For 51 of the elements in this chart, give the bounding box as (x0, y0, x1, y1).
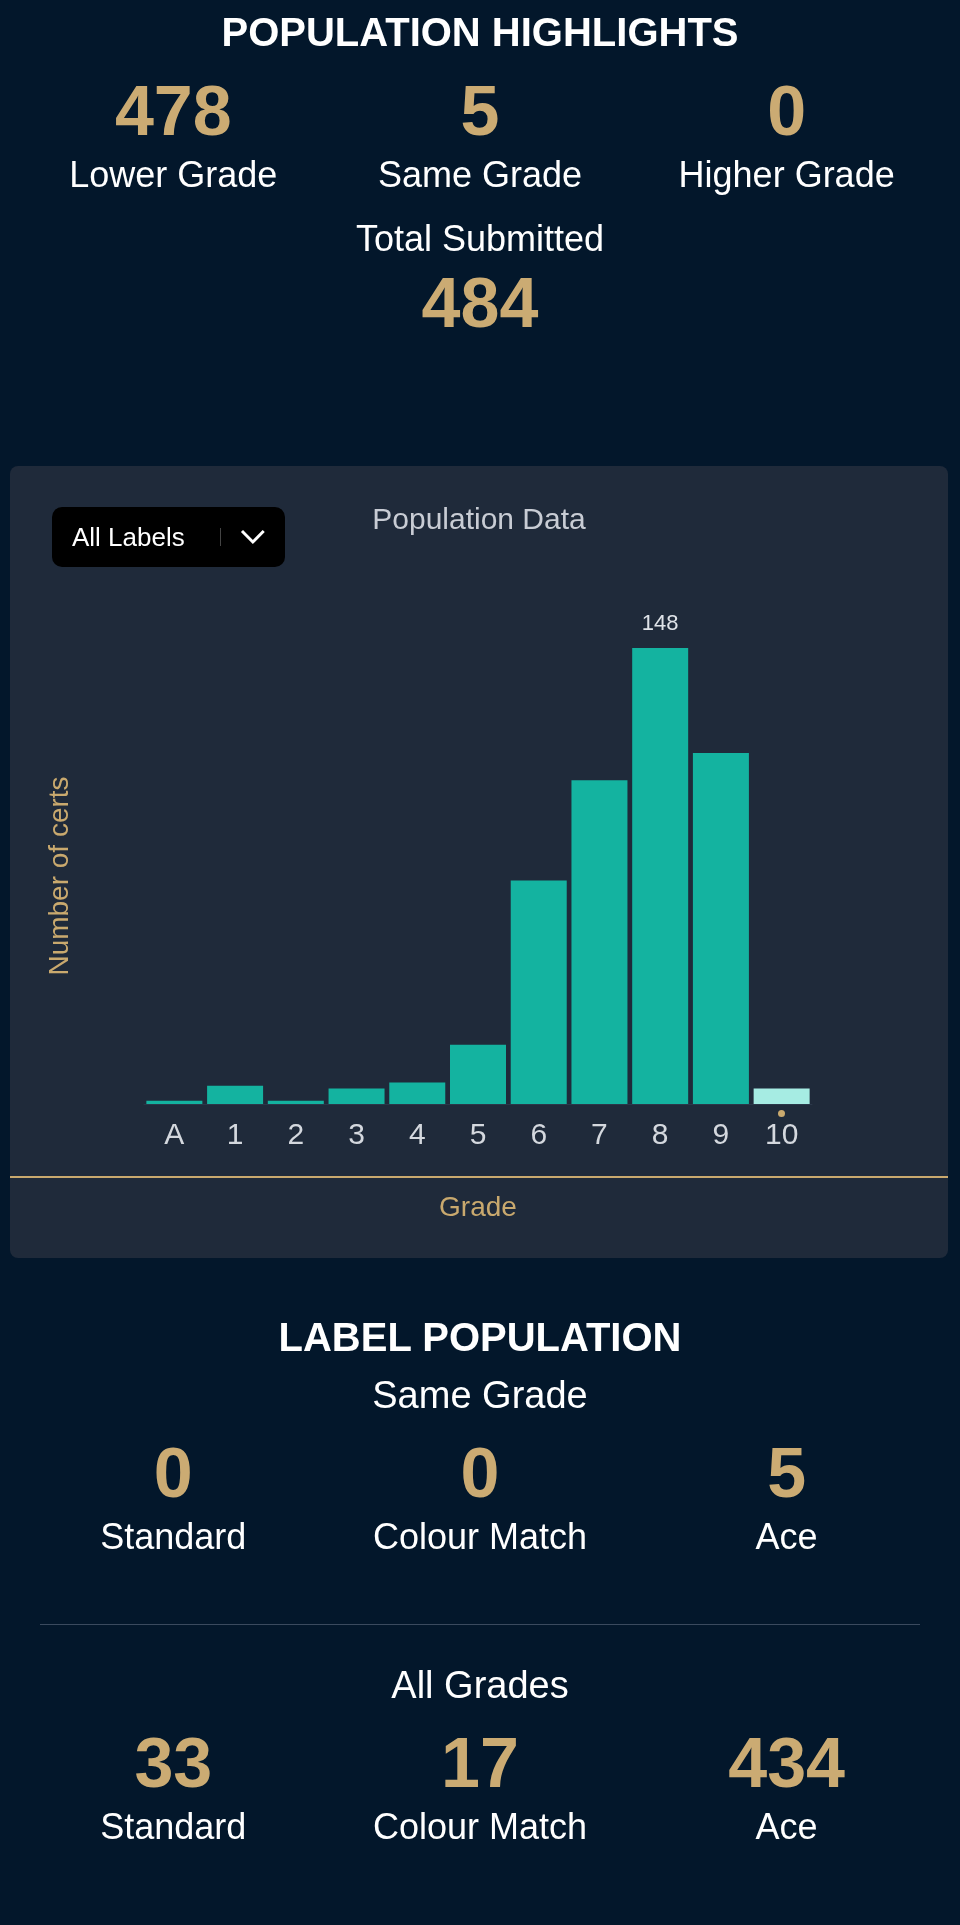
data-label: 33 (133, 1723, 214, 1804)
bar (450, 1044, 506, 1104)
text: LABEL POPULATION (277, 1315, 683, 1360)
x-tick-label: 7 (591, 1116, 608, 1150)
bar (510, 880, 567, 1104)
x-tick-label: 4 (408, 1116, 426, 1150)
bar (389, 1082, 446, 1104)
category-label: Ace (754, 1805, 819, 1849)
text: Same Grade (371, 1374, 589, 1417)
x-tick-label: 10 (764, 1116, 799, 1150)
bar (692, 752, 749, 1104)
data-label: 478 (113, 71, 233, 152)
category-label: Total Submitted (354, 217, 606, 261)
x-tick-label: 2 (287, 1116, 305, 1150)
category-label: Higher Grade (677, 153, 896, 197)
text: All Labels (71, 521, 186, 553)
data-label: 0 (152, 1433, 194, 1514)
bar (632, 648, 689, 1104)
text: All Grades (390, 1664, 570, 1707)
text: POPULATION HIGHLIGHTS (220, 10, 740, 55)
x-tick-label: 6 (530, 1116, 548, 1150)
category-label: Same Grade (376, 153, 584, 197)
bar (146, 1100, 203, 1104)
category-label: Colour Match (371, 1805, 589, 1849)
bar (753, 1088, 810, 1104)
bar (571, 780, 628, 1104)
data-label: 5 (459, 71, 501, 152)
bar (328, 1088, 385, 1104)
category-label: Standard (99, 1515, 248, 1559)
category-label: Colour Match (371, 1515, 589, 1559)
y-axis-title: Number of certs (43, 776, 75, 976)
x-tick-label: 1 (226, 1116, 244, 1150)
x-tick-label: 8 (651, 1116, 669, 1150)
x-tick-label: 9 (712, 1116, 730, 1150)
category-label: Standard (99, 1805, 248, 1849)
x-tick-label: 5 (469, 1116, 487, 1150)
chart-title: Population Data (372, 501, 587, 535)
annotation: 148 (641, 610, 679, 635)
x-axis-title: Grade (439, 1190, 517, 1222)
data-label: 0 (459, 1433, 501, 1514)
bar (207, 1085, 264, 1104)
bar (267, 1100, 324, 1104)
category-label: Ace (754, 1515, 819, 1559)
data-label: 5 (766, 1433, 808, 1514)
data-label: 17 (440, 1723, 520, 1804)
data-label: 0 (766, 71, 808, 152)
data-label: 434 (727, 1723, 847, 1804)
x-tick-label: A (164, 1116, 185, 1150)
data-label: 484 (420, 263, 540, 344)
category-label: Lower Grade (68, 153, 279, 197)
x-tick-label: 3 (348, 1116, 365, 1150)
